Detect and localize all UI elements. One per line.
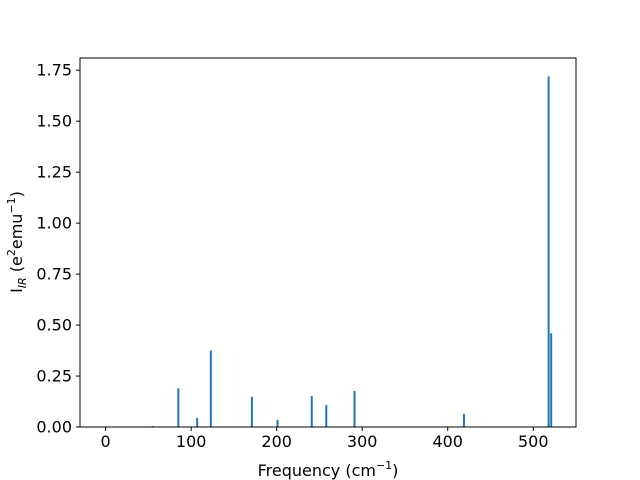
spectrum-bar xyxy=(209,350,212,427)
plot-frame xyxy=(79,57,577,428)
spectrum-bar xyxy=(353,390,356,427)
x-tick-label: 100 xyxy=(176,432,207,451)
y-axis-label: IIR (e2emu−1) xyxy=(5,191,29,293)
y-tick-label: 0.50 xyxy=(36,316,72,335)
y-tick-label: 0.25 xyxy=(36,367,72,386)
spectrum-bar xyxy=(250,396,253,427)
x-tick-label: 300 xyxy=(347,432,378,451)
spectrum-bar xyxy=(547,76,550,427)
spectrum-bar xyxy=(325,404,328,427)
x-axis-label: Frequency (cm−1) xyxy=(258,459,399,480)
x-tick-label: 0 xyxy=(101,432,111,451)
spectrum-bar xyxy=(177,388,180,427)
y-tick-label: 1.75 xyxy=(36,61,72,80)
spectrum-bar xyxy=(462,413,465,427)
y-tick-label: 0.00 xyxy=(36,418,72,437)
spectrum-bar xyxy=(196,417,199,427)
bar-series xyxy=(151,76,553,427)
y-tick-label: 1.00 xyxy=(36,214,72,233)
spectrum-bar xyxy=(151,425,154,427)
x-axis-ticks: 0 100 200 300 400 500 xyxy=(101,427,549,451)
y-tick-label: 0.75 xyxy=(36,265,72,284)
spectrum-bar xyxy=(276,419,279,427)
x-tick-label: 400 xyxy=(432,432,463,451)
y-tick-label: 1.50 xyxy=(36,112,72,131)
y-axis-ticks: 0.00 0.25 0.50 0.75 1.00 1.25 1.50 1.75 xyxy=(36,61,80,437)
spectrum-bar xyxy=(550,333,553,427)
spectrum-bar xyxy=(310,396,313,427)
y-tick-label: 1.25 xyxy=(36,163,72,182)
x-tick-label: 200 xyxy=(261,432,292,451)
x-tick-label: 500 xyxy=(518,432,549,451)
